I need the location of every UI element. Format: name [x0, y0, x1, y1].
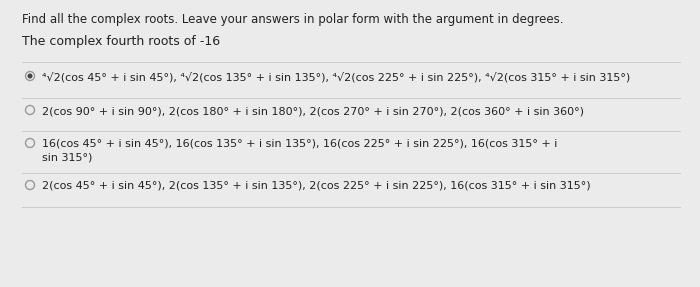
Text: 16(cos 45° + i sin 45°), 16(cos 135° + i sin 135°), 16(cos 225° + i sin 225°), 1: 16(cos 45° + i sin 45°), 16(cos 135° + i… [42, 139, 557, 149]
Text: The complex fourth roots of -16: The complex fourth roots of -16 [22, 35, 220, 48]
Text: ⁴√2(cos 45° + i sin 45°), ⁴√2(cos 135° + i sin 135°), ⁴√2(cos 225° + i sin 225°): ⁴√2(cos 45° + i sin 45°), ⁴√2(cos 135° +… [42, 72, 630, 82]
Circle shape [27, 73, 32, 79]
Text: sin 315°): sin 315°) [42, 152, 92, 162]
Text: Find all the complex roots. Leave your answers in polar form with the argument i: Find all the complex roots. Leave your a… [22, 13, 564, 26]
Text: 2(cos 45° + i sin 45°), 2(cos 135° + i sin 135°), 2(cos 225° + i sin 225°), 16(c: 2(cos 45° + i sin 45°), 2(cos 135° + i s… [42, 181, 591, 191]
Text: 2(cos 90° + i sin 90°), 2(cos 180° + i sin 180°), 2(cos 270° + i sin 270°), 2(co: 2(cos 90° + i sin 90°), 2(cos 180° + i s… [42, 106, 584, 116]
